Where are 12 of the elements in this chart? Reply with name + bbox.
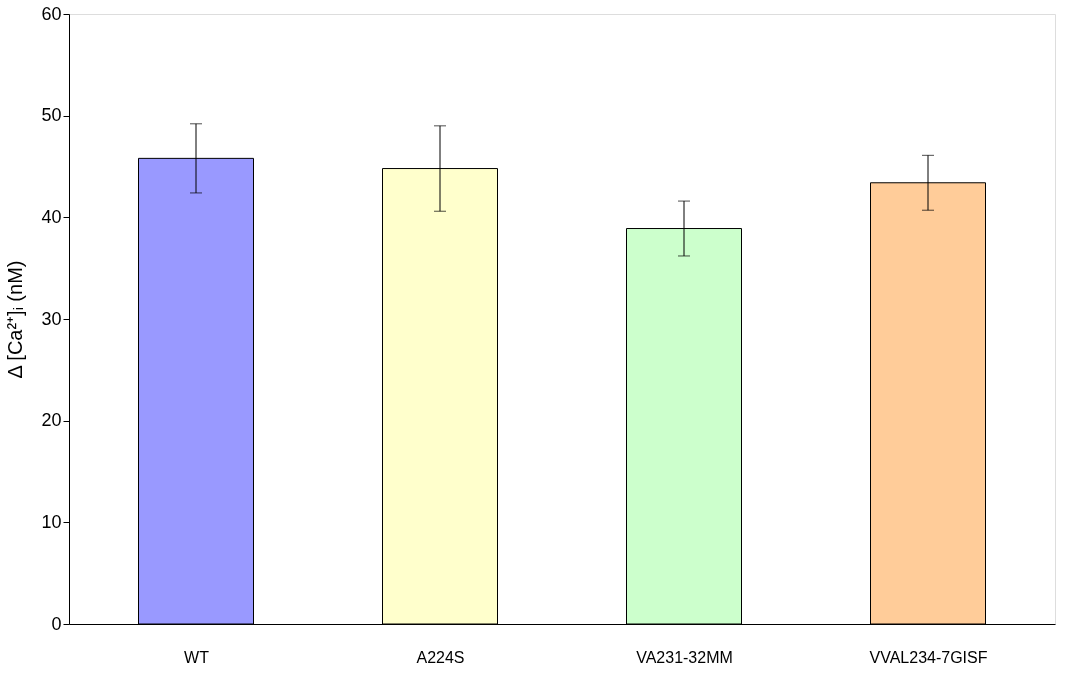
x-tick-label: VA231-32MM	[636, 648, 733, 666]
x-tick-label: A224S	[416, 648, 465, 666]
x-tick-label: VVAL234-7GISF	[869, 648, 988, 666]
y-axis-title: Δ [Ca²⁺]ᵢ (nM)	[4, 260, 27, 379]
y-tick-label: 20	[41, 410, 62, 431]
y-tick-label: 50	[41, 105, 62, 126]
y-tick-label: 30	[41, 308, 62, 329]
x-tick-label: WT	[184, 648, 210, 666]
y-tick-label: 0	[51, 613, 62, 634]
y-tick-label: 40	[41, 206, 62, 227]
y-tick-label: 60	[41, 3, 62, 24]
y-tick-label: 10	[41, 511, 62, 532]
